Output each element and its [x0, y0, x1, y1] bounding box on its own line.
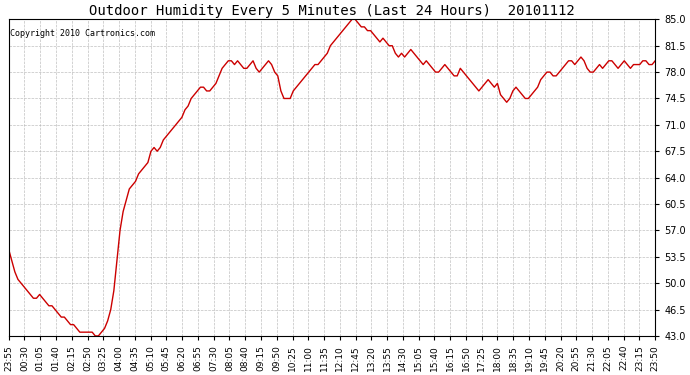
Text: Copyright 2010 Cartronics.com: Copyright 2010 Cartronics.com — [10, 29, 155, 38]
Title: Outdoor Humidity Every 5 Minutes (Last 24 Hours)  20101112: Outdoor Humidity Every 5 Minutes (Last 2… — [89, 4, 575, 18]
